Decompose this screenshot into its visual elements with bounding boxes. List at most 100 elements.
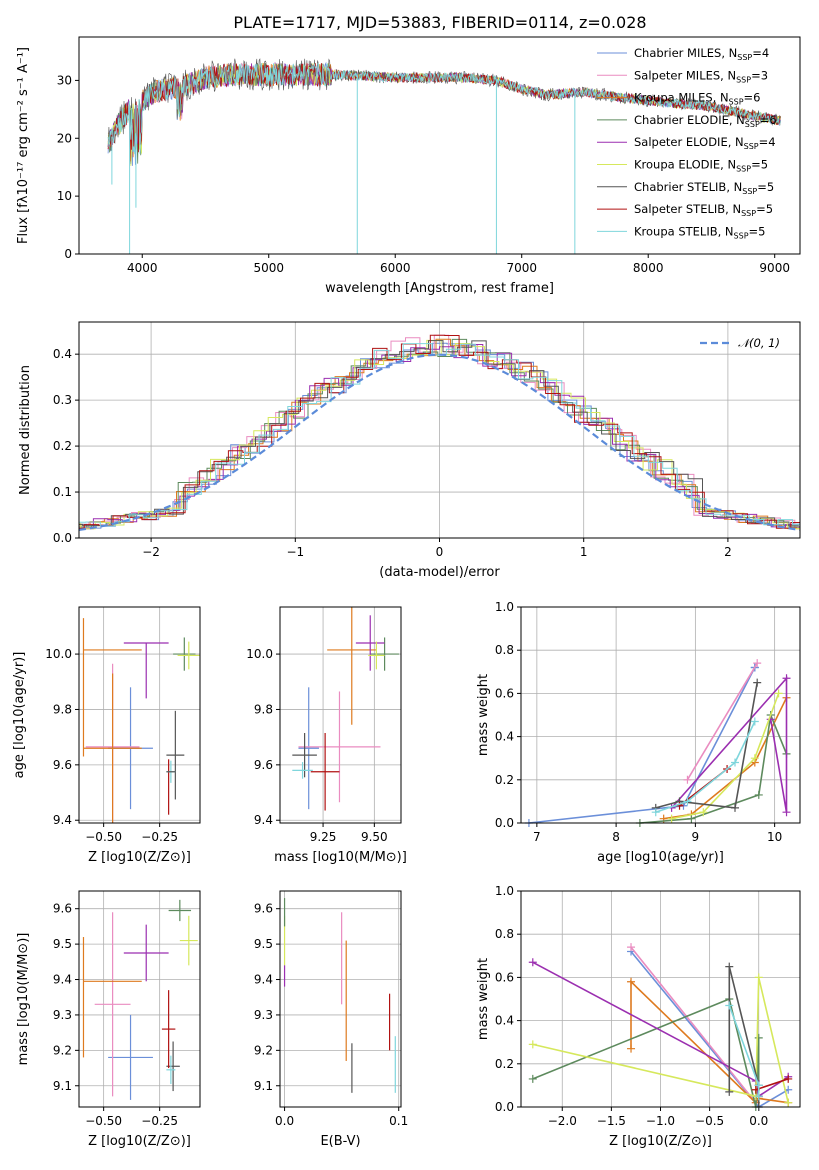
y-tick-label: 0.1 (53, 485, 72, 499)
histogram-salpeter-stelib (79, 334, 800, 529)
weight-marker (754, 790, 763, 799)
mass_vs_Z-ylabel: mass [log10(M/M⊙)] (16, 933, 31, 1066)
spectrum-legend: Chabrier MILES, NSSP=4 Salpeter MILES, NS… (597, 46, 777, 240)
x-tick-label: 7000 (506, 261, 537, 275)
residuals-ylabel: Normed distribution (18, 365, 33, 495)
x-tick-label: 0 (436, 545, 444, 559)
weight-marker (750, 717, 759, 726)
weight-marker (731, 758, 740, 767)
weight_vs_Z-frame (520, 890, 801, 1108)
weight-marker (627, 943, 636, 952)
histogram-kroupa-miles (79, 338, 800, 530)
x-tick-label: 8 (612, 830, 620, 844)
x-tick-label: −2 (142, 545, 160, 559)
y-tick-label: 1.0 (495, 884, 514, 898)
x-tick-label: 8000 (633, 261, 664, 275)
residuals-frame (78, 321, 801, 539)
y-tick-label: 0.3 (53, 393, 72, 407)
weight-marker (699, 808, 708, 817)
y-tick-label: 9.6 (254, 758, 273, 772)
y-tick-label: 30 (57, 73, 72, 87)
legend-label: 𝒩(0, 1) (738, 336, 780, 350)
weight-marker (627, 977, 636, 986)
legend-label: Chabrier MILES, NSSP=4 (634, 46, 769, 62)
x-tick-label: 9.50 (361, 830, 388, 844)
y-tick-label: 0.0 (495, 816, 514, 830)
weight-marker (528, 1040, 537, 1049)
legend-label: Salpeter MILES, NSSP=3 (634, 68, 768, 84)
weight-marker (784, 1074, 793, 1083)
weight-marker (754, 1033, 763, 1042)
histogram-chabrier-stelib (79, 340, 800, 528)
y-tick-label: 9.6 (53, 758, 72, 772)
spectrum-ylabel: Flux [fλ10⁻¹⁷ erg cm⁻² s⁻¹ A⁻¹] (16, 47, 31, 244)
x-tick-label: −0.25 (141, 1114, 178, 1128)
x-tick-label: 6000 (380, 261, 411, 275)
weight-marker (731, 803, 740, 812)
x-tick-label: −1 (286, 545, 304, 559)
y-tick-label: 0.8 (495, 643, 514, 657)
spectrum-line-kroupa-stelib (107, 63, 781, 155)
mass_vs_Z-axes: −0.50 −0.25 9.1 9.2 9.3 9.4 9.5 9.6 (53, 891, 200, 1128)
y-tick-label: 9.6 (254, 902, 273, 916)
spectrum-axes: 4000 5000 6000 7000 8000 9000 0 10 20 30 (57, 73, 790, 275)
x-tick-label: −1.0 (646, 1114, 675, 1128)
weight-line (532, 977, 789, 1103)
weight-marker (667, 814, 676, 823)
x-tick-label: 9000 (759, 261, 790, 275)
weight-marker (754, 973, 763, 982)
y-tick-label: 9.5 (254, 937, 273, 951)
weight_vs_age-lines (524, 659, 791, 827)
spectrum-lines (107, 58, 781, 254)
mass_vs_ebv-axes: 0.0 0.1 9.1 9.2 9.3 9.4 9.5 9.6 (254, 891, 408, 1128)
x-tick-label: 9.25 (310, 830, 337, 844)
legend-label: Chabrier STELIB, NSSP=5 (634, 180, 774, 196)
age_vs_Z-axes: −0.50 −0.25 9.4 9.6 9.8 10.0 (45, 607, 200, 844)
weight-line (655, 682, 758, 809)
y-tick-label: 9.8 (53, 702, 72, 716)
y-tick-label: 9.3 (254, 1008, 273, 1022)
age_vs_Z-xlabel: Z [log10(Z/Z⊙)] (88, 850, 191, 865)
y-tick-label: 0.0 (495, 1100, 514, 1114)
weight-marker (725, 962, 734, 971)
x-tick-label: −0.50 (85, 1114, 122, 1128)
spectrum-xlabel: wavelength [Angstrom, rest frame] (325, 281, 554, 296)
weight-line (728, 966, 760, 1107)
figure-title: PLATE=1717, MJD=53883, FIBERID=0114, z=0… (233, 13, 646, 32)
residuals-xlabel: (data-model)/error (379, 565, 500, 580)
y-tick-label: 9.8 (254, 702, 273, 716)
histogram-kroupa-elodie (79, 339, 800, 530)
y-tick-label: 9.4 (53, 813, 72, 827)
y-tick-label: 9.2 (254, 1043, 273, 1057)
y-tick-label: 0.2 (495, 1057, 514, 1071)
age_vs_Z-points (82, 618, 200, 823)
age_vs_mass-frame (279, 606, 402, 824)
legend-label: Salpeter STELIB, NSSP=5 (634, 202, 773, 218)
weight-line (655, 721, 756, 813)
mass_vs_ebv-points (283, 898, 396, 1093)
y-tick-label: 9.5 (53, 937, 72, 951)
age_vs_mass-xlabel: mass [log10(M/M⊙)] (274, 850, 407, 865)
x-tick-label: −1.5 (597, 1114, 626, 1128)
residuals-axes: −2 −1 0 1 2 0.0 0.1 0.2 0.3 0.4 (53, 322, 800, 559)
weight-marker (754, 1081, 763, 1090)
y-tick-label: 0.2 (53, 439, 72, 453)
age_vs_mass-points (292, 607, 399, 811)
weight-line (728, 1005, 760, 1097)
y-tick-label: 10.0 (246, 647, 273, 661)
y-tick-label: 9.4 (254, 973, 273, 987)
x-tick-label: 5000 (253, 261, 284, 275)
x-tick-label: −0.25 (141, 830, 178, 844)
x-tick-label: −2.0 (548, 1114, 577, 1128)
weight-marker (627, 1044, 636, 1053)
y-tick-label: 0.0 (53, 531, 72, 545)
weight-line (686, 662, 758, 781)
y-tick-label: 10 (57, 189, 72, 203)
weight-marker (528, 1074, 537, 1083)
y-tick-label: 0 (64, 247, 72, 261)
weight-line (755, 1078, 789, 1091)
normal-curve (79, 353, 800, 531)
weight-marker (687, 814, 696, 823)
x-tick-label: 0.0 (275, 1114, 294, 1128)
